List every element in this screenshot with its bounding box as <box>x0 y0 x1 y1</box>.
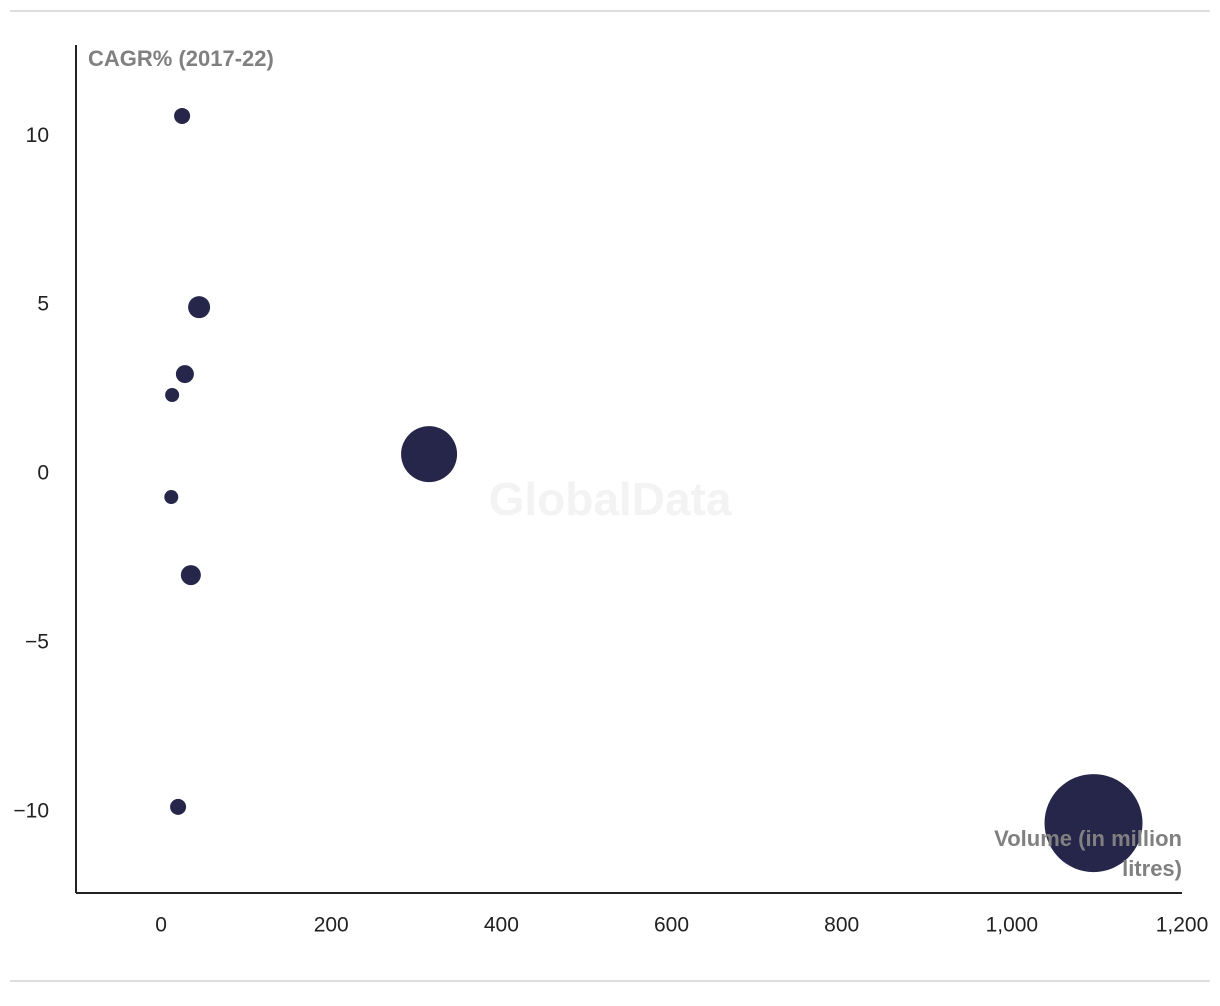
y-tick-label: −5 <box>25 631 49 654</box>
bubble <box>180 565 201 586</box>
bubble <box>401 426 458 483</box>
bubble <box>165 388 180 403</box>
watermark: GlobalData <box>489 473 732 525</box>
y-tick-label: 5 <box>37 293 49 316</box>
bubble <box>170 798 187 815</box>
x-axis-label: litres) <box>1122 856 1182 881</box>
bubble <box>175 365 194 384</box>
y-tick-label: 0 <box>37 462 49 485</box>
x-tick-label: 800 <box>824 914 859 937</box>
bubble <box>1044 774 1143 873</box>
x-axis-label: Volume (in million <box>994 826 1182 851</box>
bubble <box>174 107 191 124</box>
y-axis-label: CAGR% (2017-22) <box>88 46 274 71</box>
x-tick-label: 1,000 <box>986 914 1039 937</box>
x-tick-label: 200 <box>314 914 349 937</box>
x-tick-label: 0 <box>155 914 167 937</box>
x-tick-label: 600 <box>654 914 689 937</box>
bubble <box>164 490 179 505</box>
bubble <box>188 296 211 319</box>
y-tick-label: 10 <box>26 124 49 147</box>
x-tick-label: 400 <box>484 914 519 937</box>
y-tick-label: −10 <box>13 799 49 822</box>
x-tick-label: 1,200 <box>1156 914 1209 937</box>
